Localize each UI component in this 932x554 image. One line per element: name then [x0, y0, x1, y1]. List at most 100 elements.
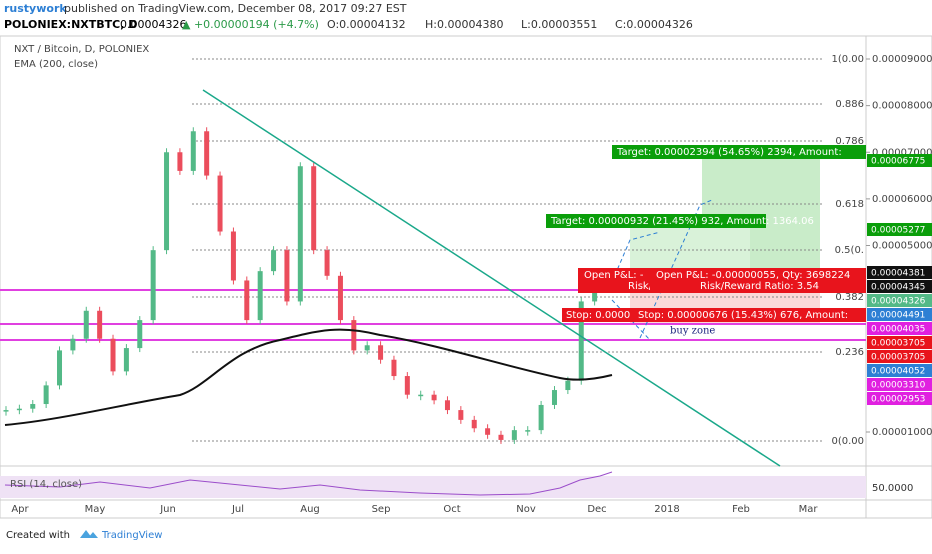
target-text: Target: 0.00000932 (21.45%) 932, Amount:… — [550, 216, 814, 227]
price-tag — [867, 294, 932, 307]
price-tag — [867, 223, 932, 236]
stop-text: Stop: 0.0000 — [566, 310, 630, 321]
pnl-text: Open P&L: -0.00000055, Qty: 3698224 — [656, 270, 850, 281]
trend-line — [202, 89, 781, 467]
price-axis: 0.00009000 0.00008000 0.00007000 0.00006000… — [866, 54, 932, 438]
y-tick-label: 0.00009000 — [872, 54, 932, 65]
price-tag-text: 0.00003705 — [871, 353, 925, 363]
price-tag — [867, 350, 932, 363]
price-tag-text: 0.00004491 — [871, 311, 925, 321]
target-box — [546, 214, 766, 228]
month-label: Oct — [443, 504, 460, 515]
candle — [551, 390, 557, 405]
fib-label: 0.382 — [835, 292, 864, 303]
indicator-label: EMA (200, close) — [14, 59, 98, 70]
target-text: Target: 0.00002394 (54.65%) 2394, Amount… — [616, 147, 842, 158]
month-label: Apr — [11, 504, 29, 515]
month-label: Jun — [159, 504, 176, 515]
open: O:0.00004132 — [327, 18, 406, 31]
fib-label: 0.786 — [835, 136, 864, 147]
candle — [337, 275, 343, 321]
month-label: Dec — [587, 504, 606, 515]
candle — [217, 175, 223, 232]
stop-box — [562, 308, 636, 322]
price-tag-text: 0.00003310 — [871, 381, 926, 391]
y-tick-label: 0.00006000 — [872, 194, 932, 205]
candle — [97, 310, 103, 339]
candle — [230, 231, 236, 281]
pnl-box — [578, 268, 652, 293]
rsi-band — [0, 476, 866, 498]
candle — [538, 404, 544, 431]
candle — [391, 359, 397, 377]
risk-text: Risk/ — [628, 281, 653, 292]
ema-line — [4, 328, 613, 426]
y-tick-label: 0.00007000 — [872, 147, 932, 158]
candle — [110, 338, 116, 372]
price-tag — [867, 280, 932, 293]
fib-label: 0.886 — [835, 99, 864, 110]
candle — [498, 434, 504, 440]
candle — [271, 250, 277, 272]
candle — [525, 430, 531, 432]
y-tick-label: 0.00008000 — [872, 101, 932, 112]
candle — [324, 250, 330, 276]
pnl-text: Open P&L: - — [584, 270, 644, 281]
chart-title: NXT / Bitcoin, D, POLONIEX — [14, 44, 149, 55]
candle — [431, 394, 437, 401]
price-tag-text: 0.00004052 — [871, 367, 925, 377]
candle — [190, 131, 196, 171]
month-label: 2018 — [654, 504, 679, 515]
footer-text: Created with — [6, 530, 70, 541]
candle — [177, 152, 183, 171]
price-tag — [867, 392, 932, 405]
last-price: 0.00004326 — [120, 18, 186, 31]
target-box — [612, 145, 866, 159]
candles — [3, 127, 611, 444]
rsi-label: RSI (14, close) — [10, 479, 82, 490]
candle — [123, 348, 129, 372]
fib-label: 0.5(0. — [835, 245, 864, 256]
candle — [257, 271, 263, 321]
logo — [80, 530, 98, 538]
candle — [511, 430, 517, 440]
month-label: May — [85, 504, 106, 515]
stop-text: Stop: 0.00000676 (15.43%) 676, Amount: — [638, 310, 848, 321]
month-label: Jul — [231, 504, 244, 515]
candle — [297, 166, 303, 302]
price-tag — [867, 336, 932, 349]
price-tag-text: 0.00004381 — [871, 269, 925, 279]
candle — [244, 280, 250, 321]
candle — [57, 350, 63, 386]
candle — [378, 345, 384, 360]
month-label: Nov — [516, 504, 536, 515]
price-tag-text: 0.00006775 — [871, 157, 925, 167]
candle — [137, 320, 143, 349]
candle — [418, 394, 424, 397]
candle — [565, 380, 571, 391]
price-tags: 0.00006775 0.00005277 0.00004381 0.00004… — [867, 154, 932, 405]
stop-box — [634, 308, 866, 322]
candle — [364, 345, 370, 351]
candle — [16, 408, 22, 411]
candle — [3, 410, 9, 412]
low: L:0.00003551 — [521, 18, 597, 31]
candle — [351, 320, 357, 351]
fib-label: 0(0.00 — [831, 436, 864, 447]
symbol: POLONIEX:NXTBTC, D — [4, 18, 137, 31]
candle — [404, 376, 410, 395]
close: C:0.00004326 — [615, 18, 693, 31]
y-tick-label: 0.00001000 — [872, 427, 932, 438]
author[interactable]: rustywork — [4, 2, 67, 15]
risk-text: Risk/Reward Ratio: 3.54 — [700, 281, 819, 292]
candle — [83, 310, 89, 339]
candle — [471, 419, 477, 429]
price-tag — [867, 364, 932, 377]
price-tag-text: 0.00004326 — [871, 297, 926, 307]
price-tag — [867, 308, 932, 321]
high: H:0.00004380 — [425, 18, 503, 31]
footer-brand[interactable]: TradingView — [101, 530, 162, 541]
rsi-line — [4, 471, 613, 496]
candle — [150, 250, 156, 321]
